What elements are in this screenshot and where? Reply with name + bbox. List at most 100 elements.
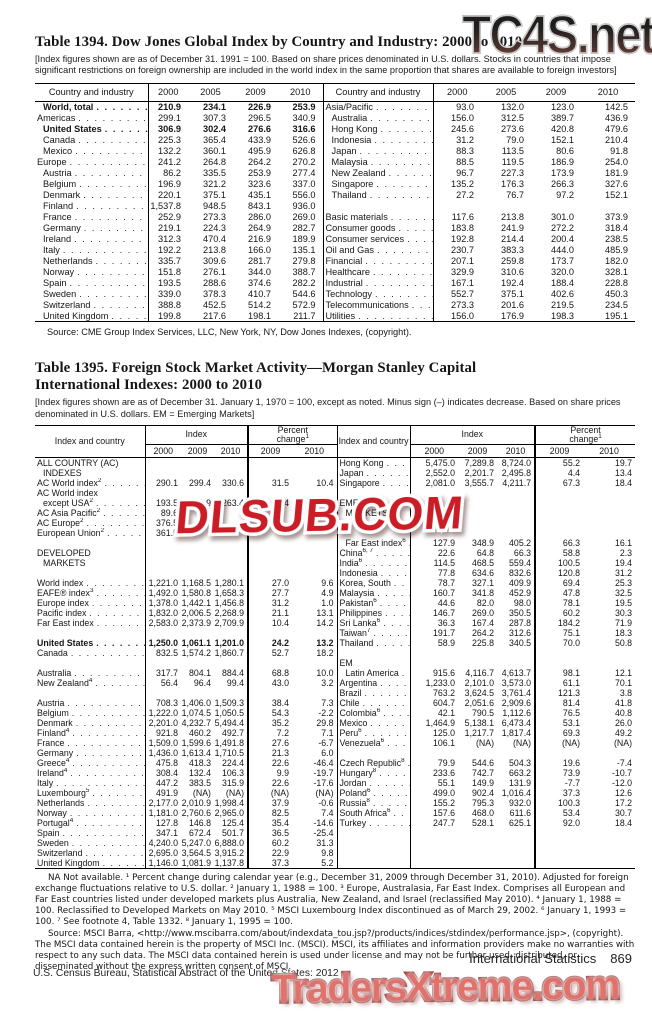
cell-value: 526.6 — [292, 134, 316, 145]
table-row: Finland. . . . . . . . . . . . . . . . .… — [35, 200, 635, 212]
cell-value — [458, 828, 497, 838]
cell-value: 142.5 — [605, 102, 628, 113]
cell-value: 96.7 — [432, 167, 481, 179]
table-1395-title-line2: International Indexes: 2000 to 2010 — [35, 377, 263, 394]
cell-value: 228.8 — [605, 277, 628, 288]
cell-value: 264.2 — [472, 627, 495, 638]
cell-value: 340.9 — [292, 112, 316, 123]
cell-value: 3,915.2 — [214, 847, 245, 858]
row-label: Japan. . . . . . . . . . . . . . . . . .… — [336, 467, 411, 478]
cell-value: 64.8 — [476, 547, 495, 558]
cell-value: 156.0 — [432, 112, 481, 124]
cell-value: 365.4 — [203, 134, 226, 145]
cell-value: 166.0 — [248, 244, 271, 255]
cell-value: 1,181.0 — [144, 807, 181, 818]
cell-value: 41.8 — [614, 697, 633, 708]
row-label: Philippines. . . . . . . . . . . . . . .… — [336, 607, 411, 618]
table-row: Luxembourg5. . . . . . . . . . . . . . .… — [35, 787, 635, 798]
cell-value — [292, 468, 337, 478]
cell-value: 436.9 — [605, 112, 628, 123]
row-label: MARKETS — [336, 507, 411, 518]
row-label — [336, 527, 411, 538]
cell-value — [534, 497, 584, 508]
cell-value: 310.6 — [501, 266, 524, 277]
table-row: Denmark. . . . . . . . . . . . . . . . .… — [35, 189, 635, 201]
cell-value: 37.4 — [247, 497, 293, 508]
cell-value — [292, 658, 337, 668]
row-label — [336, 517, 411, 528]
row-label: Hong Kong. . . . . . . . . . . . . . . .… — [336, 457, 411, 468]
cell-value: 625.1 — [509, 817, 532, 828]
cell-value: 183.8 — [432, 222, 481, 234]
cell-value — [534, 847, 584, 858]
table-1395-title-line1: Table 1395. Foreign Stock Market Activit… — [35, 360, 477, 377]
cell-value — [497, 498, 535, 508]
cell-value: 227.3 — [501, 167, 524, 178]
cell-value: 88.5 — [432, 156, 481, 168]
cell-value: 2,051.6 — [464, 697, 495, 708]
cell-value: 79.9 — [409, 757, 459, 768]
table-row: EM — [35, 657, 635, 668]
cell-value: 27.0 — [247, 577, 293, 588]
table-row: Ireland. . . . . . . . . . . . . . . . .… — [35, 233, 635, 245]
cell-value: -0.6 — [318, 797, 334, 808]
table-1395-footnotes: NA Not available. ¹ Percent change durin… — [35, 872, 629, 928]
cell-value — [534, 837, 584, 848]
cell-value — [497, 508, 535, 518]
cell-value: 4,240.0 — [144, 837, 181, 848]
cell-value: -6.7 — [318, 737, 334, 748]
row-label: Greece4. . . . . . . . . . . . . . . . .… — [37, 757, 145, 768]
cell-value — [583, 838, 635, 848]
cell-value — [144, 627, 181, 638]
table-row: except USA2. . . . . . . . . . . . . . .… — [35, 497, 635, 508]
cell-value — [144, 487, 181, 498]
cell-value: 17.2 — [614, 797, 633, 808]
cell-value: 804.1 — [188, 667, 211, 678]
row-label: Utilities. . . . . . . . . . . . . . . .… — [322, 310, 433, 322]
row-label: Netherlands. . . . . . . . . . . . . . .… — [43, 255, 148, 266]
row-label: Ireland. . . . . . . . . . . . . . . . .… — [43, 233, 148, 244]
cell-value — [497, 858, 535, 869]
cell-value — [458, 528, 497, 538]
row-label: Indonesia. . . . . . . . . . . . . . . .… — [322, 134, 433, 146]
row-label: France. . . . . . . . . . . . . . . . . … — [37, 737, 145, 748]
cell-value: 301.0 — [551, 211, 574, 222]
cell-value: 86.2 — [147, 167, 188, 179]
cell-value: 10.4 — [247, 617, 293, 628]
cell-value: 50.8 — [614, 637, 633, 648]
cell-value: 35.2 — [247, 717, 293, 728]
group-header-percent-change: Percent change1 — [534, 425, 636, 445]
cell-value: 125.4 — [222, 817, 245, 828]
cell-value: 30.7 — [614, 807, 633, 818]
cell-value: 89.6 — [144, 507, 181, 518]
cell-value: 21.3 — [247, 747, 293, 758]
cell-value — [497, 648, 535, 658]
cell-value: 5,247.0 — [181, 837, 211, 848]
cell-value: 37.9 — [247, 797, 293, 808]
cell-value — [292, 548, 337, 558]
cell-value — [292, 628, 337, 638]
cell-value: 559.4 — [509, 557, 532, 568]
cell-value: 69.4 — [534, 577, 584, 588]
cell-value: 207.1 — [432, 255, 481, 267]
cell-value: 44.6 — [409, 597, 459, 608]
cell-value: 383.3 — [501, 244, 524, 255]
row-label: Denmark. . . . . . . . . . . . . . . . .… — [37, 717, 145, 728]
cell-value: 348.9 — [472, 537, 495, 548]
cell-value: 156.0 — [432, 310, 481, 322]
cell-value: 269.0 — [292, 211, 316, 222]
year-header: 2009 — [534, 444, 584, 458]
cell-value: -7.4 — [616, 757, 633, 768]
table-row: United Kingdom. . . . . . . . . . . . . … — [35, 310, 635, 322]
cell-value: 884.4 — [222, 667, 245, 678]
cell-value — [531, 200, 581, 211]
row-label: Russia8. . . . . . . . . . . . . . . . .… — [336, 797, 411, 808]
cell-value: 47.8 — [534, 587, 584, 598]
cell-value: 2,965.0 — [214, 807, 245, 818]
cell-value: -10.7 — [612, 767, 633, 778]
cell-value: 1,509.3 — [214, 697, 245, 708]
cell-value: 410.7 — [248, 288, 271, 299]
cell-value: 742.7 — [472, 767, 495, 778]
table-row: World index. . . . . . . . . . . . . . .… — [35, 577, 635, 588]
cell-value — [214, 548, 248, 558]
